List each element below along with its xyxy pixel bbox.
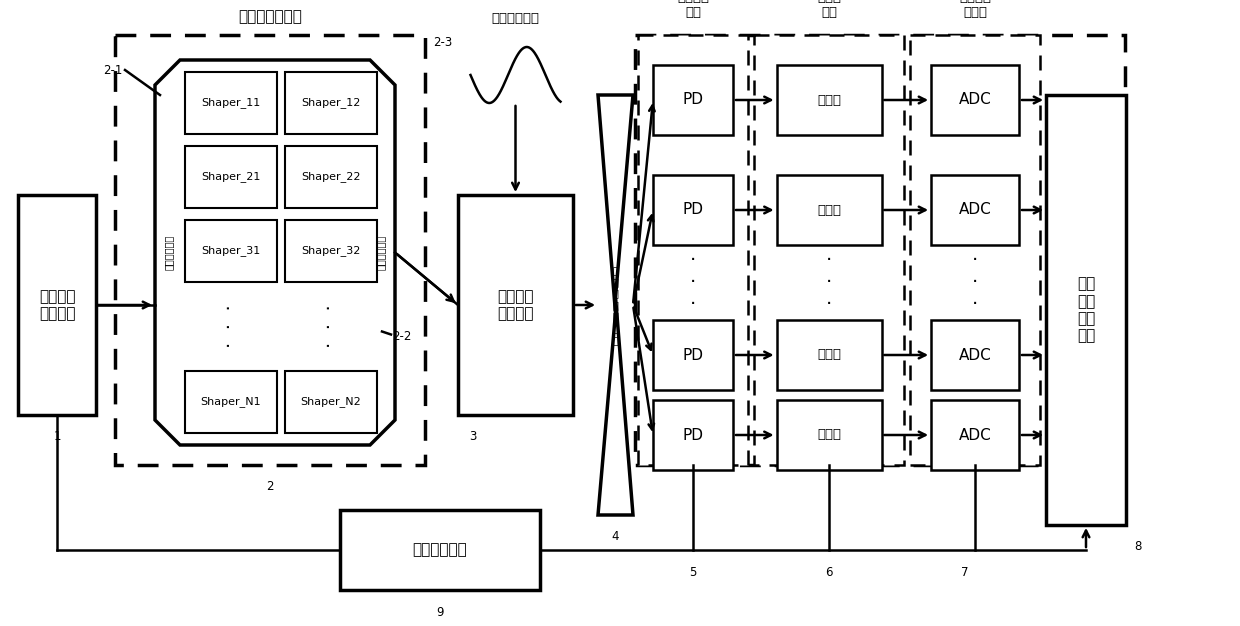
Bar xyxy=(115,35,425,465)
Text: 脉冲整形分束: 脉冲整形分束 xyxy=(164,235,174,270)
Bar xyxy=(653,400,733,470)
Text: 9: 9 xyxy=(436,605,444,618)
Text: PD: PD xyxy=(682,202,703,217)
Text: ·
·
·: · · · xyxy=(826,251,832,314)
Text: 光脉冲序
列发生器: 光脉冲序 列发生器 xyxy=(38,289,76,321)
Text: ·  ·  ·: · · · xyxy=(321,305,341,349)
Text: 滤波器: 滤波器 xyxy=(817,349,841,361)
Text: 光
波
分
复
用
分
束: 光 波 分 复 用 分 束 xyxy=(613,265,619,345)
Bar xyxy=(285,146,377,208)
Bar xyxy=(931,320,1019,390)
Text: 5: 5 xyxy=(689,565,697,578)
Text: 4: 4 xyxy=(611,530,619,543)
Bar xyxy=(185,220,277,282)
Text: 滤波器: 滤波器 xyxy=(817,93,841,106)
Text: ·
·
·: · · · xyxy=(689,251,696,314)
Text: 8: 8 xyxy=(1135,540,1141,553)
Text: PD: PD xyxy=(682,347,703,362)
Text: 光电转换
模块: 光电转换 模块 xyxy=(677,0,709,19)
Bar xyxy=(910,35,1040,465)
Text: Shaper_N2: Shaper_N2 xyxy=(300,396,361,408)
Text: 电模数转
换模块: 电模数转 换模块 xyxy=(959,0,991,19)
Text: PD: PD xyxy=(682,93,703,108)
Text: ADC: ADC xyxy=(959,347,991,362)
Text: Shaper_32: Shaper_32 xyxy=(301,245,361,257)
Text: ADC: ADC xyxy=(959,202,991,217)
Text: Shaper_22: Shaper_22 xyxy=(301,172,361,182)
Text: ADC: ADC xyxy=(959,428,991,443)
Text: ADC: ADC xyxy=(959,93,991,108)
Text: Shaper_N1: Shaper_N1 xyxy=(201,396,262,408)
Text: Shaper_12: Shaper_12 xyxy=(301,98,361,108)
Text: 滤波器: 滤波器 xyxy=(817,203,841,217)
Bar xyxy=(776,400,882,470)
Bar xyxy=(931,65,1019,135)
Bar xyxy=(653,65,733,135)
Text: 7: 7 xyxy=(961,565,968,578)
Text: 数字
信号
处理
单元: 数字 信号 处理 单元 xyxy=(1076,277,1095,344)
Text: 2-1: 2-1 xyxy=(104,63,123,76)
Text: 2-3: 2-3 xyxy=(433,36,453,49)
Bar xyxy=(185,371,277,433)
Text: Shaper_21: Shaper_21 xyxy=(201,172,260,182)
Bar xyxy=(1047,95,1126,525)
Bar xyxy=(458,195,573,415)
Text: ·  ·  ·: · · · xyxy=(222,305,241,349)
Bar xyxy=(285,72,377,134)
Bar xyxy=(931,175,1019,245)
Bar xyxy=(185,72,277,134)
Bar xyxy=(776,320,882,390)
Polygon shape xyxy=(155,60,396,445)
Text: 6: 6 xyxy=(826,565,833,578)
Text: PD: PD xyxy=(682,428,703,443)
Bar xyxy=(340,510,539,590)
Text: 被接收电信号: 被接收电信号 xyxy=(491,11,539,24)
Text: Shaper_11: Shaper_11 xyxy=(201,98,260,108)
Text: 时钟同步模块: 时钟同步模块 xyxy=(413,543,467,558)
Bar xyxy=(285,371,377,433)
Bar xyxy=(185,146,277,208)
Text: 光脉冲整形模块: 光脉冲整形模块 xyxy=(238,9,301,24)
Text: ·
·
·: · · · xyxy=(972,251,978,314)
Bar xyxy=(653,320,733,390)
Text: Shaper_31: Shaper_31 xyxy=(201,245,260,257)
Bar xyxy=(639,35,748,465)
Text: 3: 3 xyxy=(469,431,476,443)
Text: 脉冲合并输出: 脉冲合并输出 xyxy=(376,235,386,270)
Bar xyxy=(635,35,1125,465)
Text: 电光强度
调制模块: 电光强度 调制模块 xyxy=(497,289,533,321)
Bar xyxy=(19,195,95,415)
Bar xyxy=(776,175,882,245)
Text: 滤波器: 滤波器 xyxy=(817,429,841,441)
Text: 电滤波
模块: 电滤波 模块 xyxy=(817,0,841,19)
Bar xyxy=(776,65,882,135)
Bar xyxy=(931,400,1019,470)
Polygon shape xyxy=(598,95,632,515)
Bar xyxy=(754,35,904,465)
Bar xyxy=(285,220,377,282)
Text: 1: 1 xyxy=(53,431,61,443)
Text: 2: 2 xyxy=(267,481,274,493)
Text: 2-2: 2-2 xyxy=(392,330,412,343)
Bar xyxy=(653,175,733,245)
